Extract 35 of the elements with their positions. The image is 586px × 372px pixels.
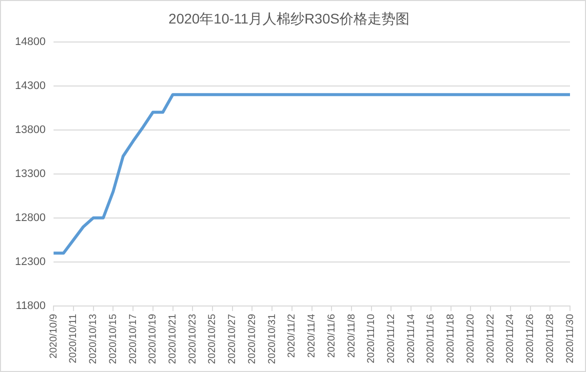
y-tick-label: 11800 [16, 300, 46, 312]
x-tick-label: 2020/11/30 [564, 314, 576, 364]
x-tick-label: 2020/10/15 [108, 314, 119, 364]
y-tick-label: 13300 [14, 168, 46, 180]
x-tick-label: 2020/10/9 [48, 314, 60, 358]
x-tick-label: 2020/11/10 [366, 314, 378, 364]
x-tick-label: 2020/10/31 [266, 314, 278, 364]
x-tick-label: 2020/11/8 [346, 314, 358, 358]
y-tick-label: 12800 [14, 212, 46, 224]
x-tick-label: 2020/11/12 [386, 314, 397, 364]
x-tick-label: 2020/10/25 [207, 314, 218, 364]
x-tick-label: 2020/10/29 [246, 314, 258, 364]
x-tick-label: 2020/11/20 [465, 314, 476, 364]
x-tick-label: 2020/11/4 [306, 314, 318, 358]
x-tick-label: 2020/10/13 [88, 314, 100, 364]
x-tick-label: 2020/11/18 [446, 314, 457, 364]
y-tick-label: 14300 [14, 80, 46, 92]
y-tick-label: 12300 [14, 256, 46, 268]
x-tick-label: 2020/11/16 [426, 314, 437, 364]
x-tick-label: 2020/10/23 [187, 314, 198, 364]
x-tick-label: 2020/11/24 [505, 314, 516, 364]
x-tick-label: 2020/11/28 [544, 314, 556, 364]
y-tick-label: 14800 [14, 36, 46, 48]
x-tick-label: 2020/11/22 [485, 314, 496, 364]
x-tick-label: 2020/11/14 [406, 314, 417, 364]
x-tick-label: 2020/10/17 [128, 314, 139, 364]
y-tick-label: 13800 [14, 124, 46, 136]
x-tick-label: 2020/11/26 [525, 314, 536, 364]
x-tick-label: 2020/11/6 [326, 314, 338, 358]
x-tick-label: 2020/10/21 [168, 314, 179, 364]
x-tick-label: 2020/10/19 [148, 314, 159, 364]
x-tick-label: 2020/10/11 [68, 314, 80, 364]
x-tick-label: 2020/11/2 [286, 314, 298, 358]
chart-title: 2020年10-11月人棉纱R30S价格走势图 [168, 10, 410, 26]
x-tick-label: 2020/10/27 [227, 314, 238, 364]
